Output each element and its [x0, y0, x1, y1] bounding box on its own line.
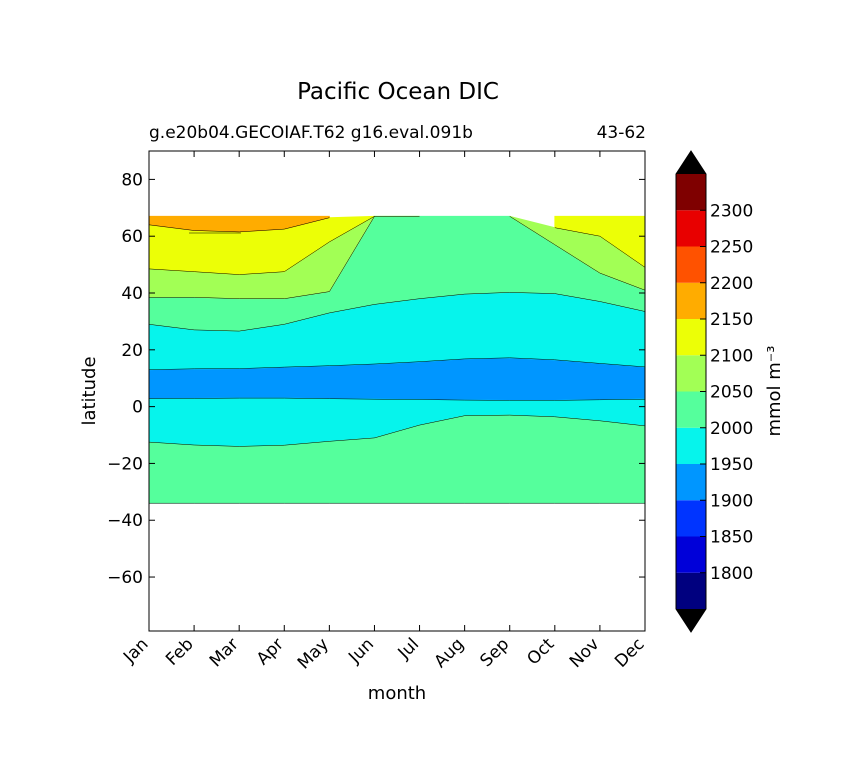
contour-line-band-2150-2200-west: [148, 217, 330, 233]
colorbar-tick-label: 2250: [710, 238, 753, 258]
colorbar-tick-label: 2000: [710, 419, 753, 439]
y-tick-label: −60: [107, 568, 143, 588]
y-tick-label: −40: [107, 511, 143, 531]
contour-bands: [148, 215, 646, 504]
chart-title: Pacific Ocean DIC: [297, 79, 499, 105]
colorbar-tick-label: 2150: [710, 310, 753, 330]
colorbar-swatch: [676, 319, 706, 356]
y-tick-label: 20: [121, 341, 143, 361]
colorbar: 1800 1850 1900 1950 2000 2050 2100 2150 2200 2250…: [675, 150, 753, 633]
chart-subtitle-right: 43-62: [597, 123, 646, 143]
x-tick-label: Sep: [476, 634, 513, 671]
plot-area: Jan Feb Mar Apr May Jun Jul Aug Sep Oct Nov Dec 80 6…: [107, 150, 649, 673]
colorbar-label: mmol m⁻³: [764, 345, 785, 436]
chart-subtitle-left: g.e20b04.GECOIAF.T62 g16.eval.091b: [149, 123, 473, 143]
colorbar-swatch: [676, 246, 706, 283]
y-axis: 80 60 40 20 0 −20 −40 −60: [107, 170, 645, 588]
x-tick-label: May: [294, 634, 333, 673]
x-tick-label: Feb: [162, 634, 197, 669]
colorbar-swatch: [676, 210, 706, 247]
x-tick-label: Aug: [431, 634, 469, 672]
x-tick-label: Jul: [394, 634, 423, 663]
x-tick-label: Mar: [206, 634, 243, 671]
contour-line-band-1950-2000-north: [148, 357, 646, 370]
y-axis-label: latitude: [79, 356, 100, 425]
contour-line-band-2100-2150-east: [554, 227, 646, 268]
colorbar-extend-min: [676, 609, 706, 632]
colorbar-tick-label: 2100: [710, 346, 753, 366]
contour-line-band-2050-2100-east: [509, 216, 646, 291]
colorbar-swatch: [676, 572, 706, 609]
colorbar-tick-label: 1850: [710, 528, 753, 548]
x-tick-label: Dec: [611, 634, 648, 671]
x-tick-label: Apr: [253, 634, 288, 669]
colorbar-tick-label: 1800: [710, 564, 753, 584]
colorbar-swatch: [676, 355, 706, 392]
y-tick-label: 40: [121, 284, 143, 304]
x-tick-label: Nov: [566, 634, 604, 672]
plot-frame: [148, 150, 646, 632]
contour-lines: [148, 216, 646, 504]
contour-line-band-2100-2150-west: [148, 216, 375, 275]
colorbar-tick-label: 2300: [710, 201, 753, 221]
colorbar-tick-label: 2200: [710, 274, 753, 294]
colorbar-swatch: [676, 391, 706, 428]
colorbar-swatch: [676, 282, 706, 319]
x-tick-label: Jan: [119, 634, 152, 667]
x-tick-label: Jun: [344, 634, 378, 668]
colorbar-outline: [675, 150, 707, 633]
colorbar-swatch: [676, 464, 706, 501]
colorbar-extend-max: [676, 151, 706, 174]
x-axis-label: month: [368, 683, 426, 704]
colorbar-swatch: [676, 500, 706, 537]
colorbar-tick-label: 1900: [710, 491, 753, 511]
colorbar-swatch: [676, 536, 706, 573]
colorbar-tick-label: 2050: [710, 383, 753, 403]
colorbar-tick-label: 1950: [710, 455, 753, 475]
contour-line-band-1950-2000-south: [148, 414, 646, 447]
y-tick-label: −20: [107, 454, 143, 474]
y-tick-label: 60: [121, 227, 143, 247]
contour-line-band-2000-2050-north: [148, 292, 646, 332]
colorbar-swatch: [676, 174, 706, 211]
y-tick-label: 0: [132, 398, 143, 418]
colorbar-swatch: [676, 427, 706, 464]
contour-line-band-1900-1950: [148, 397, 646, 401]
y-tick-label: 80: [121, 170, 143, 190]
x-tick-label: Oct: [523, 634, 558, 669]
